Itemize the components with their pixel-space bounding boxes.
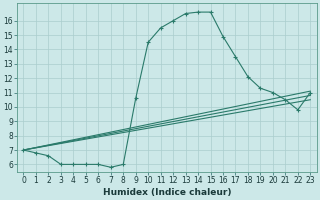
X-axis label: Humidex (Indice chaleur): Humidex (Indice chaleur) xyxy=(103,188,231,197)
